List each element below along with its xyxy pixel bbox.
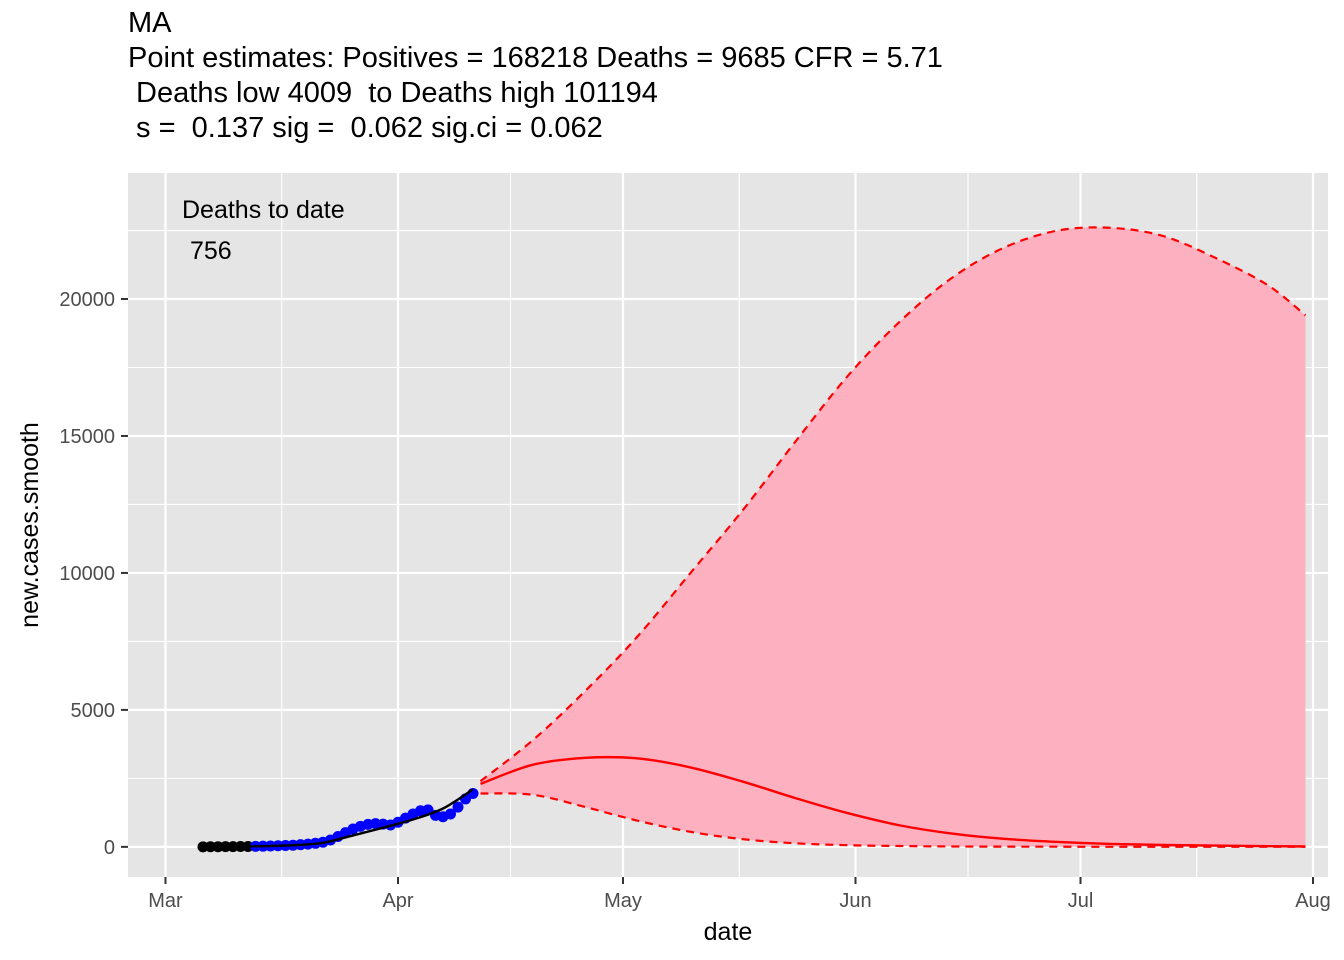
x-axis-label: date <box>704 918 753 946</box>
forecast-line <box>480 755 1306 848</box>
observed-point-recent <box>452 801 464 813</box>
series-lines-layer <box>479 226 1307 848</box>
lower-bound-line <box>480 792 1306 848</box>
annotation-deaths-value: 756 <box>190 237 232 265</box>
annotation-deaths-label: Deaths to date <box>182 196 345 224</box>
x-tick-label: Aug <box>1295 890 1331 912</box>
title-parameters: s = 0.137 sig = 0.062 sig.ci = 0.062 <box>128 112 603 144</box>
x-tick-label: Apr <box>382 890 413 912</box>
x-tick-label: Jul <box>1068 890 1094 912</box>
title-state: MA <box>128 7 172 39</box>
y-tick-label: 5000 <box>71 700 116 722</box>
observed-points-layer <box>197 787 479 853</box>
fit-line <box>202 788 474 848</box>
chart-title: MA Point estimates: Positives = 168218 D… <box>128 6 943 146</box>
title-deaths-range: Deaths low 4009 to Deaths high 101194 <box>128 77 658 109</box>
confidence-ribbon <box>480 227 1306 847</box>
axes: Mar Apr May Jun Jul Aug 0 5000 10000 15000 20000 <box>59 289 1330 912</box>
y-tick-label: 15000 <box>59 426 115 448</box>
x-tick-label: Jun <box>839 890 871 912</box>
y-axis-label: new.cases.smooth <box>16 422 44 628</box>
y-tick-label: 10000 <box>59 563 115 585</box>
title-point-estimates: Point estimates: Positives = 168218 Deat… <box>128 42 943 74</box>
x-tick-label: May <box>604 890 642 912</box>
upper-bound-line <box>479 226 1307 782</box>
y-tick-label: 20000 <box>59 289 115 311</box>
observed-point-recent <box>445 808 456 820</box>
confidence-ribbon-layer <box>480 227 1306 847</box>
y-tick-label: 0 <box>104 837 115 859</box>
x-tick-label: Mar <box>148 890 183 912</box>
